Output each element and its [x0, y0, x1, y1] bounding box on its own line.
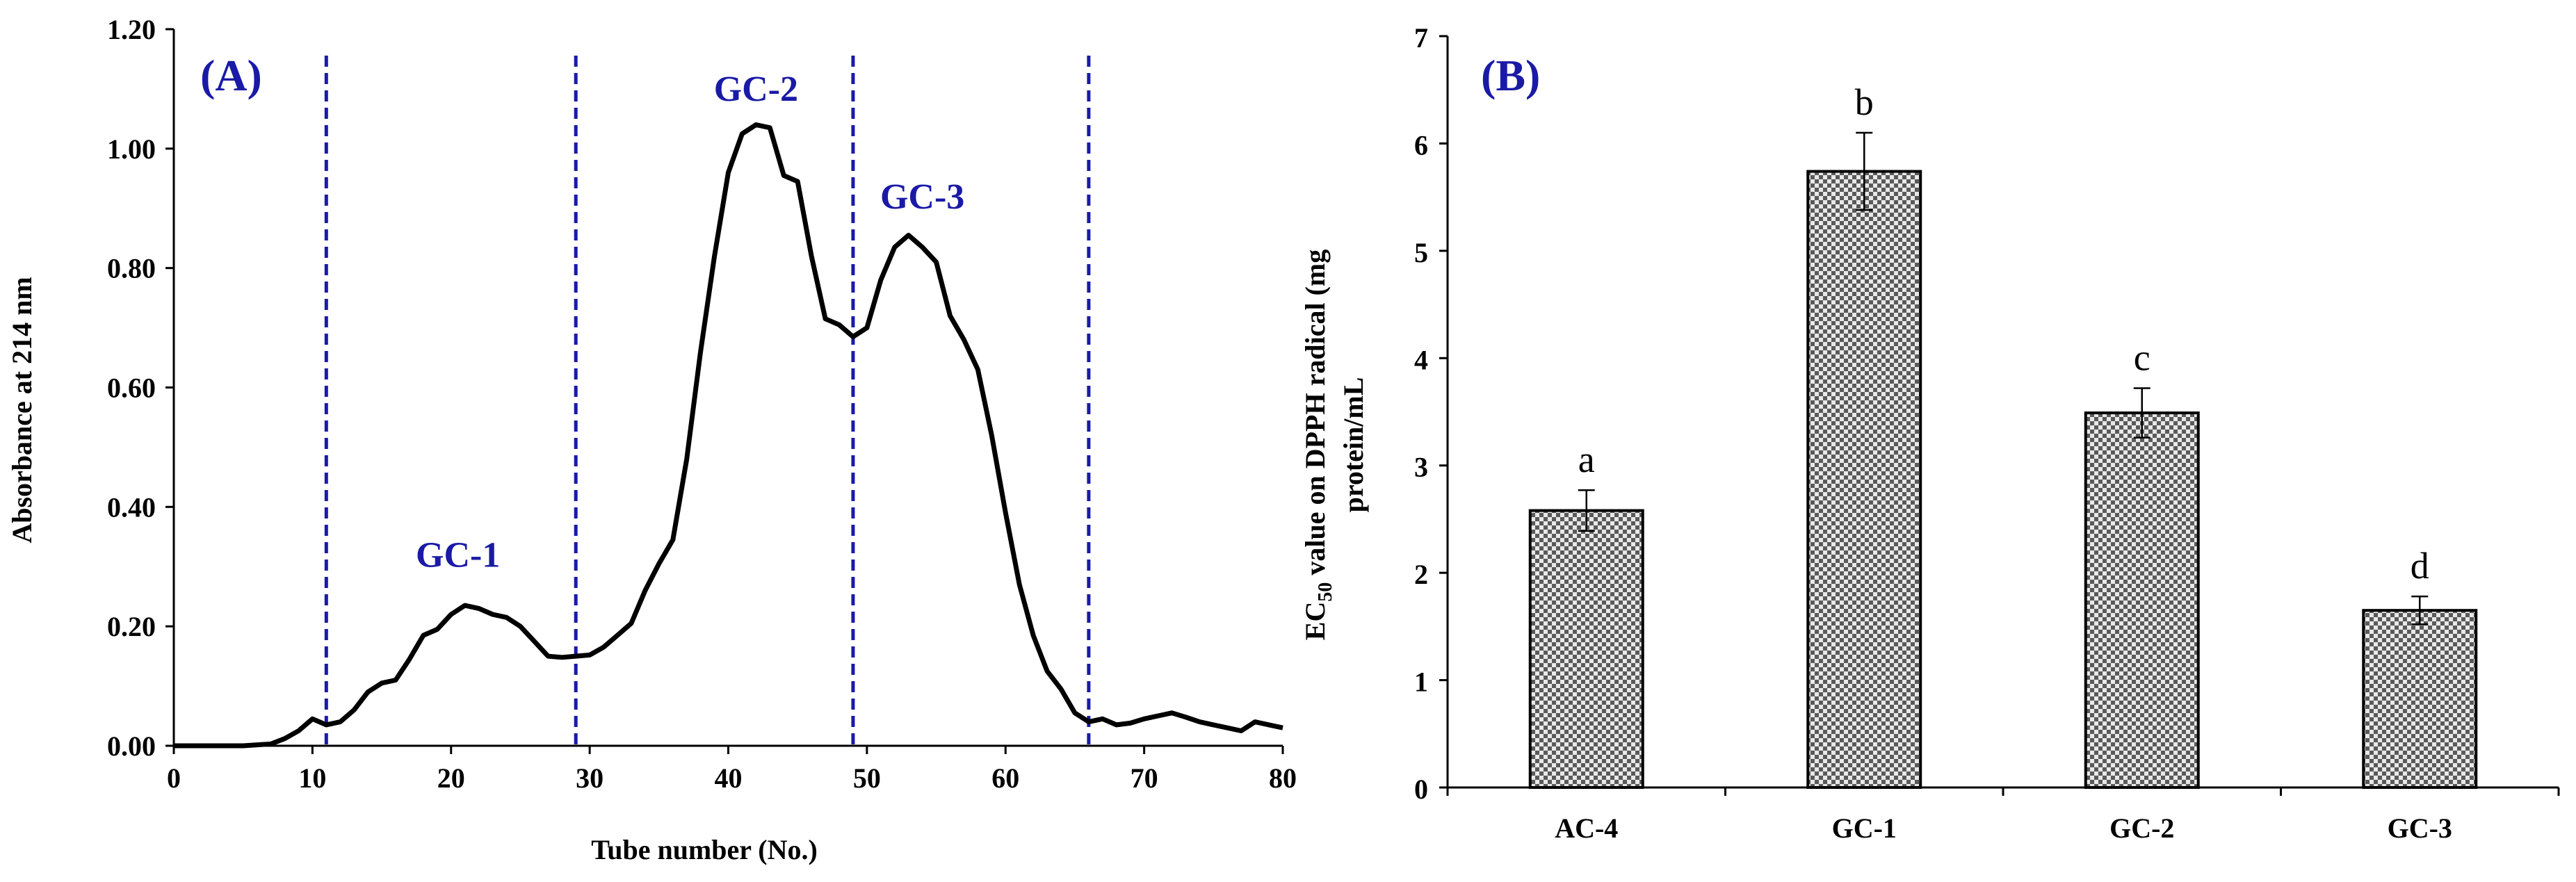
- panel-a-y-title: Absorbance at 214 nm: [6, 277, 38, 543]
- panel-a-series: [174, 122, 1283, 749]
- panel-b-y-title-subscript: 50: [1315, 582, 1336, 602]
- panel-a-x-tick-label: 20: [437, 762, 465, 794]
- panel-a-x-tick-label: 30: [576, 762, 604, 794]
- panel-b-significance-letter: b: [1855, 81, 1874, 123]
- panel-a-x-tick-label: 70: [1131, 762, 1158, 794]
- panel-a-x-tick-label: 10: [298, 762, 326, 794]
- panel-b-bar: [2362, 609, 2478, 790]
- panel-b-x-axis: AC-4 GC-1 GC-2 GC-3: [1446, 786, 2560, 844]
- panel-a-x-tick-label: 0: [167, 762, 181, 794]
- panel-b-significance-letter: d: [2411, 545, 2429, 587]
- panel-a-y-tick-label: 0.40: [107, 491, 156, 523]
- panel-a-x-title: Tube number (No.): [591, 834, 818, 865]
- panel-b-category-label: GC-2: [2109, 812, 2174, 844]
- panel-b-bar: [1806, 170, 1922, 789]
- panel-b-y-tick-label: 5: [1414, 237, 1428, 268]
- panel-a-letter: (A): [200, 51, 262, 100]
- panel-b-y-title-line2: protein/mL: [1338, 377, 1369, 513]
- panel-a-y-axis: 0.00 0.20 0.40 0.60 0.80 1.00 1.20: [107, 14, 175, 762]
- panel-a-y-tick-label: 0.80: [107, 253, 156, 284]
- panel-a-chart: 0.00 0.20 0.40 0.60 0.80 1.00 1.20 0 10 20 30 40 50…: [6, 14, 1297, 865]
- panel-b-letter: (B): [1481, 51, 1540, 100]
- panel-b-y-tick-label: 2: [1414, 559, 1428, 590]
- panel-b-y-tick-label: 3: [1414, 452, 1428, 483]
- panel-b-bar: [1528, 509, 1644, 789]
- panel-a-x-tick-label: 40: [715, 762, 743, 794]
- panel-a-y-tick-label: 1.20: [107, 14, 156, 45]
- panel-b-y-tick-label: 6: [1414, 129, 1428, 161]
- panel-a-series-line: [174, 122, 1283, 749]
- panel-a-peak-labels: GC-1 GC-2 GC-3: [416, 70, 964, 575]
- panel-a-separators: [324, 56, 1091, 746]
- panel-b-y-tick-label: 1: [1414, 667, 1428, 698]
- panel-a-x-axis: 0 10 20 30 40 50 60 70 80: [167, 744, 1297, 794]
- panel-b-category-label: GC-1: [1832, 812, 1897, 844]
- panel-b-y-title-line1: EC50 value on DPPH radical (mg: [1299, 250, 1336, 640]
- panel-a-peak-label: GC-3: [880, 177, 964, 217]
- panel-b-category-label: AC-4: [1555, 812, 1618, 844]
- panel-a-peak-label: GC-1: [416, 535, 500, 575]
- panel-a-y-tick-label: 0.20: [107, 611, 156, 642]
- panel-b-y-axis: 0 1 2 3 4 5 6 7: [1414, 22, 1449, 805]
- panel-b-chart: 0 1 2 3 4 5 6 7 AC-4 GC-1 GC-2 GC-3 a b c d (B) EC50 …: [1299, 22, 2560, 844]
- panel-b-significance-letter: a: [1578, 439, 1595, 480]
- panel-b-y-tick-label: 7: [1414, 22, 1428, 54]
- panel-b-y-tick-label: 4: [1414, 344, 1428, 375]
- panel-a-x-tick-label: 50: [853, 762, 881, 794]
- panel-a-y-tick-label: 1.00: [107, 133, 156, 165]
- panel-a-y-tick-label: 0.60: [107, 373, 156, 404]
- panel-a-peak-label: GC-2: [714, 70, 798, 109]
- panel-a-y-tick-label: 0.00: [107, 730, 156, 762]
- panel-b-bars: a b c d: [1528, 81, 2478, 790]
- panel-b-category-label: GC-3: [2388, 812, 2452, 844]
- panel-b-y-tick-label: 0: [1414, 774, 1428, 805]
- panel-b-y-title-suffix: value on DPPH radical (mg: [1299, 250, 1331, 582]
- panel-b-significance-letter: c: [2134, 337, 2150, 379]
- panel-b-bar: [2084, 411, 2200, 789]
- panel-b-y-title-ec: EC: [1299, 602, 1331, 641]
- panel-a-x-tick-label: 60: [991, 762, 1019, 794]
- panel-a-x-tick-label: 80: [1269, 762, 1297, 794]
